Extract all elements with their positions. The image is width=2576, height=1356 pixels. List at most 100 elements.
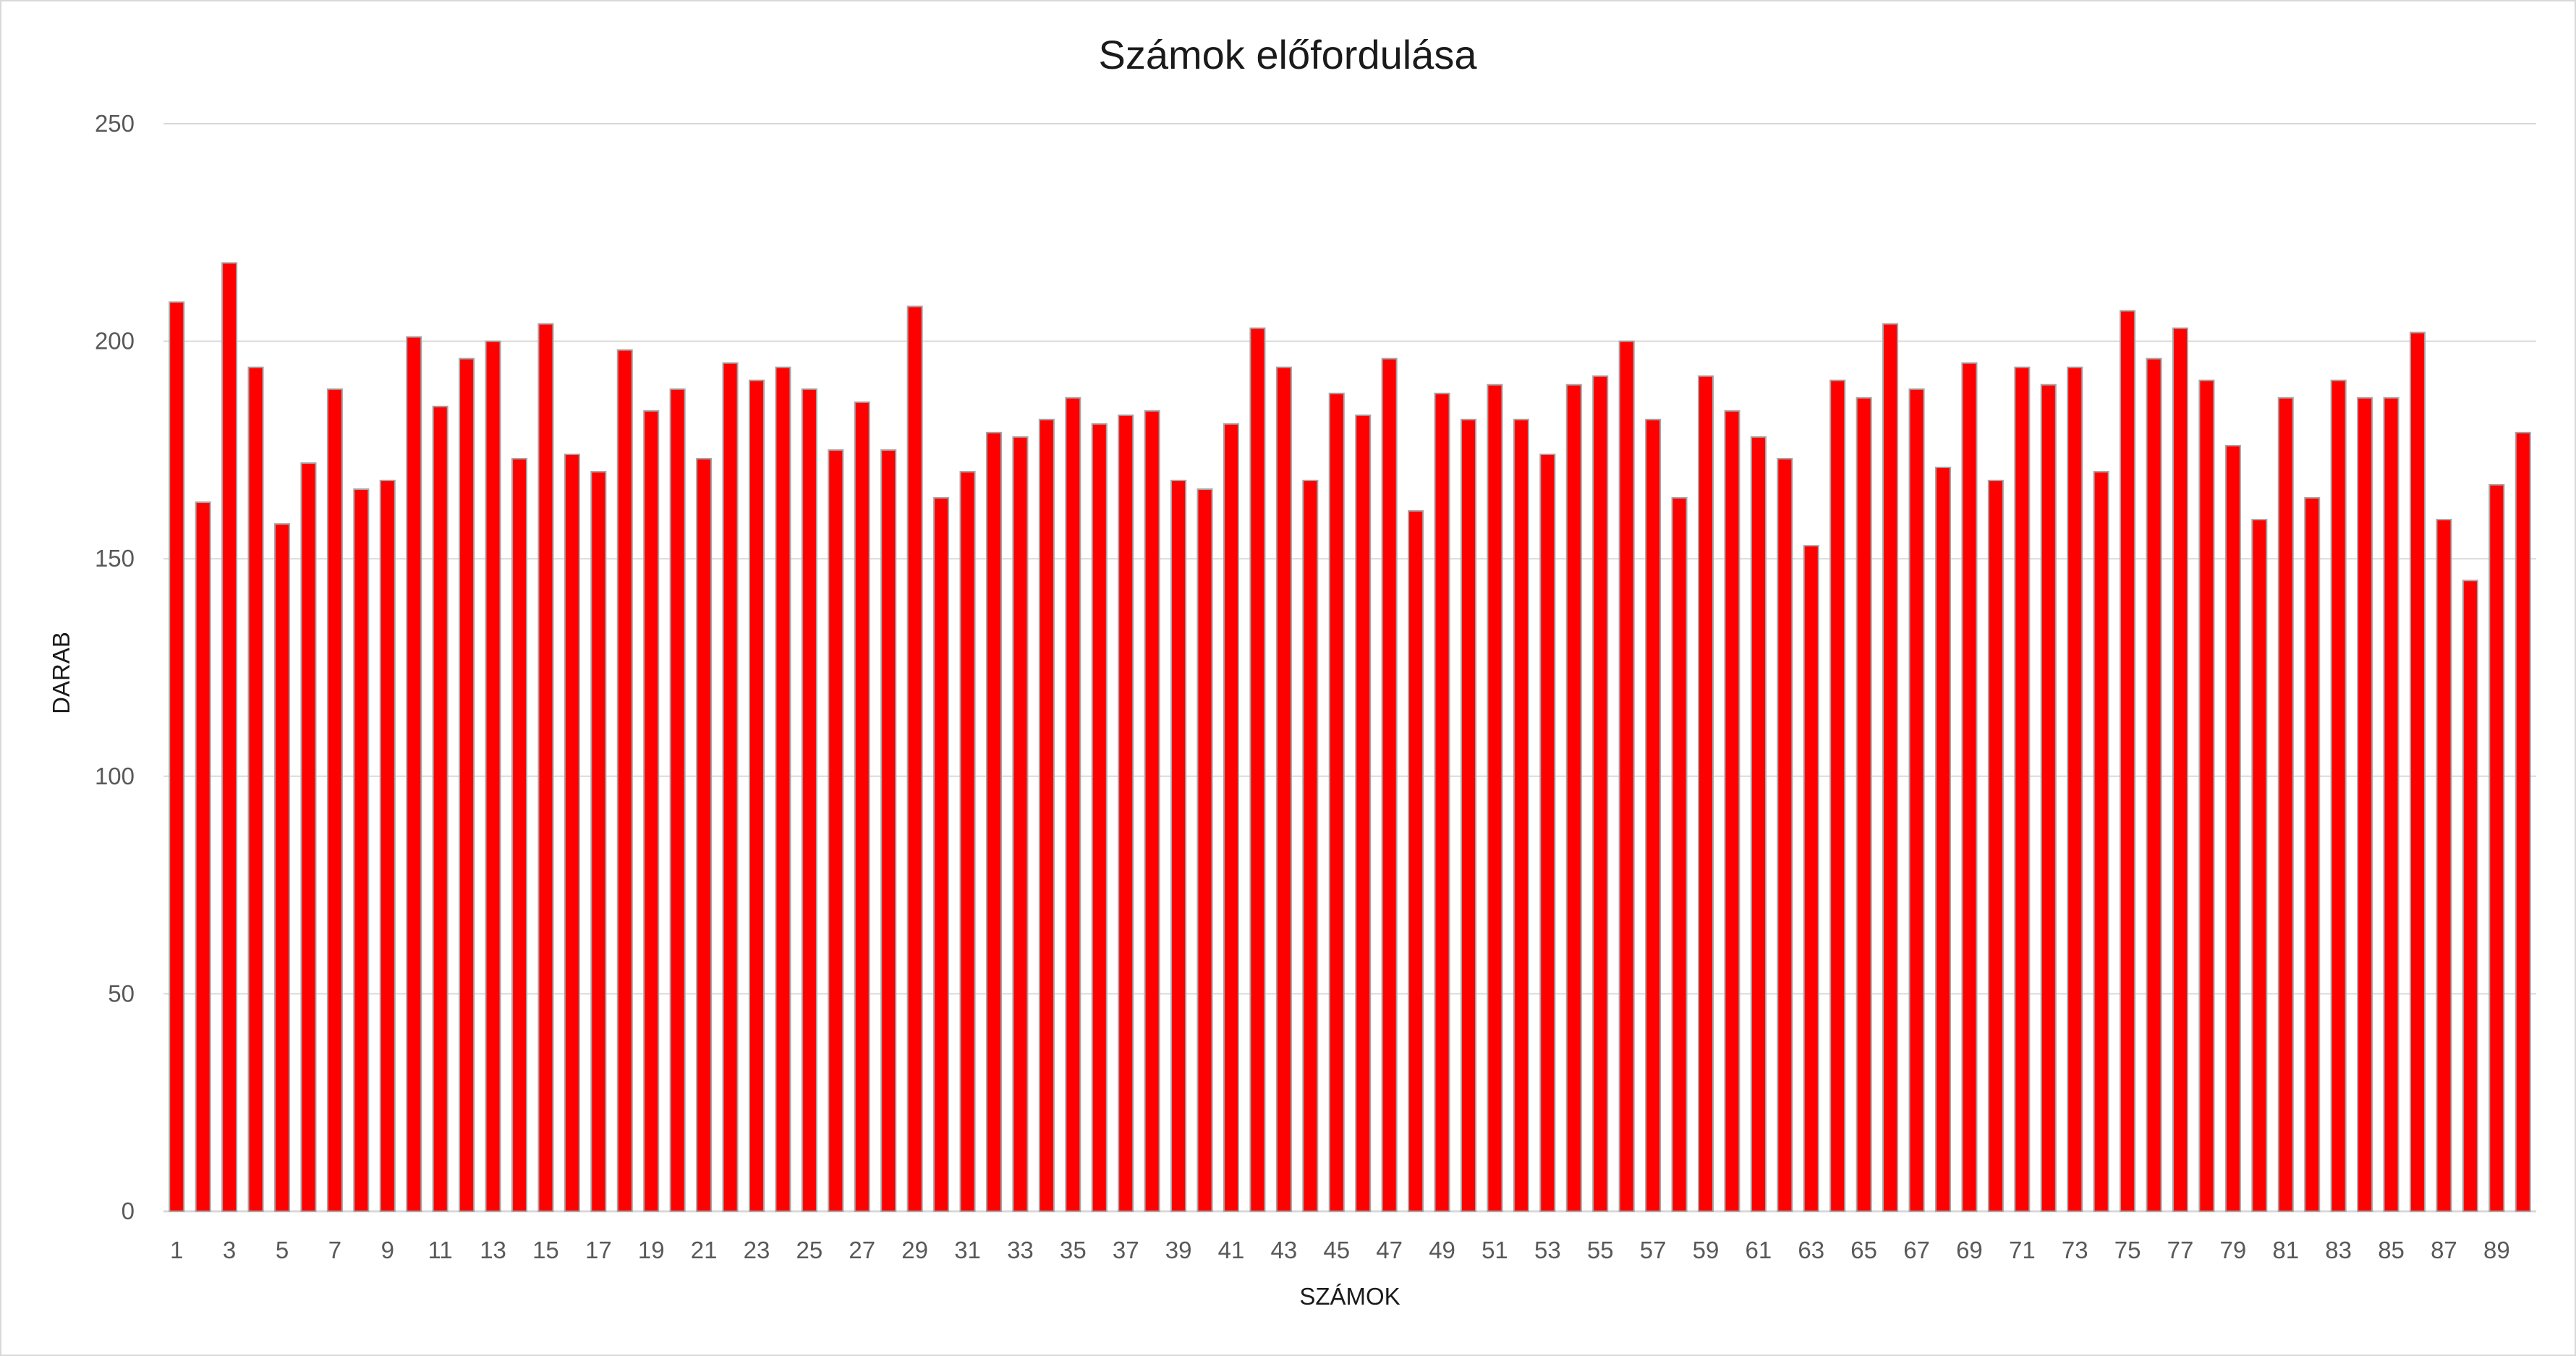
x-tick-label: 41 bbox=[1218, 1237, 1245, 1263]
bar-3 bbox=[221, 262, 238, 1212]
bar-16 bbox=[564, 453, 580, 1212]
bar-47 bbox=[1381, 357, 1398, 1213]
x-tick-label: 59 bbox=[1693, 1237, 1720, 1263]
bar-2 bbox=[195, 501, 211, 1212]
x-tick-label: 23 bbox=[744, 1237, 770, 1263]
x-tick-label: 27 bbox=[849, 1237, 875, 1263]
bar-20 bbox=[669, 388, 686, 1212]
y-tick-label: 150 bbox=[95, 545, 135, 572]
bar-23 bbox=[748, 379, 765, 1212]
bar-40 bbox=[1196, 488, 1213, 1212]
x-tick-label: 5 bbox=[276, 1237, 289, 1263]
x-tick-label: 71 bbox=[2009, 1237, 2036, 1263]
bar-51 bbox=[1487, 384, 1503, 1212]
x-tick-label: 25 bbox=[796, 1237, 823, 1263]
bar-13 bbox=[485, 340, 501, 1213]
x-tick-label: 87 bbox=[2431, 1237, 2457, 1263]
bar-33 bbox=[1012, 436, 1029, 1212]
bar-67 bbox=[1908, 388, 1925, 1212]
bar-27 bbox=[854, 401, 870, 1213]
x-tick-label: 57 bbox=[1640, 1237, 1667, 1263]
x-tick-label: 77 bbox=[2167, 1237, 2194, 1263]
x-tick-label: 81 bbox=[2272, 1237, 2299, 1263]
bar-74 bbox=[2093, 470, 2109, 1212]
bar-75 bbox=[2120, 310, 2136, 1212]
x-tick-label: 47 bbox=[1376, 1237, 1403, 1263]
bar-12 bbox=[459, 357, 475, 1213]
bar-54 bbox=[1565, 384, 1582, 1212]
bar-64 bbox=[1829, 379, 1846, 1212]
bar-63 bbox=[1803, 545, 1819, 1212]
bar-30 bbox=[933, 497, 950, 1212]
x-tick-label: 65 bbox=[1850, 1237, 1877, 1263]
x-tick-label: 15 bbox=[532, 1237, 559, 1263]
x-tick-label: 53 bbox=[1534, 1237, 1561, 1263]
bar-45 bbox=[1328, 392, 1345, 1212]
bar-62 bbox=[1777, 457, 1793, 1213]
bar-9 bbox=[379, 479, 396, 1212]
bar-58 bbox=[1671, 497, 1688, 1212]
x-tick-label: 21 bbox=[691, 1237, 718, 1263]
x-tick-label: 1 bbox=[170, 1237, 183, 1263]
x-tick-label: 61 bbox=[1746, 1237, 1772, 1263]
x-tick-label: 39 bbox=[1165, 1237, 1192, 1263]
x-tick-label: 13 bbox=[480, 1237, 506, 1263]
bar-70 bbox=[1987, 479, 2004, 1212]
x-tick-label: 7 bbox=[328, 1237, 341, 1263]
bar-19 bbox=[643, 410, 660, 1212]
bar-46 bbox=[1355, 414, 1372, 1213]
bar-53 bbox=[1539, 453, 1556, 1212]
bar-59 bbox=[1697, 375, 1714, 1212]
bar-17 bbox=[590, 470, 607, 1212]
x-tick-label: 69 bbox=[1956, 1237, 1983, 1263]
x-tick-label: 85 bbox=[2378, 1237, 2405, 1263]
y-tick-label: 250 bbox=[95, 110, 135, 137]
bar-66 bbox=[1882, 323, 1899, 1212]
bar-18 bbox=[616, 349, 633, 1212]
bar-1 bbox=[169, 301, 185, 1213]
bar-87 bbox=[2436, 519, 2452, 1212]
bar-71 bbox=[2014, 366, 2031, 1212]
y-axis-title: DARAB bbox=[48, 632, 75, 714]
bar-83 bbox=[2330, 379, 2347, 1212]
bar-78 bbox=[2198, 379, 2215, 1212]
bar-36 bbox=[1091, 423, 1108, 1212]
bar-49 bbox=[1434, 392, 1450, 1212]
bar-38 bbox=[1144, 410, 1160, 1212]
x-tick-label: 63 bbox=[1798, 1237, 1824, 1263]
x-tick-label: 19 bbox=[638, 1237, 665, 1263]
bar-34 bbox=[1038, 418, 1055, 1212]
y-tick-label: 200 bbox=[95, 328, 135, 355]
bar-7 bbox=[326, 388, 343, 1212]
x-tick-label: 49 bbox=[1429, 1237, 1455, 1263]
x-tick-label: 73 bbox=[2062, 1237, 2088, 1263]
x-tick-label: 37 bbox=[1113, 1237, 1139, 1263]
bar-69 bbox=[1961, 362, 1978, 1212]
y-tick-labels: 0 50 100 150 200 250 bbox=[95, 110, 135, 1224]
bar-77 bbox=[2172, 327, 2189, 1213]
bar-11 bbox=[432, 405, 449, 1212]
bar-85 bbox=[2383, 397, 2399, 1212]
x-axis-title: SZÁMOK bbox=[1299, 1283, 1400, 1310]
x-tick-label: 11 bbox=[428, 1237, 453, 1263]
x-tick-label: 3 bbox=[223, 1237, 236, 1263]
x-tick-label: 29 bbox=[901, 1237, 928, 1263]
x-tick-label: 75 bbox=[2114, 1237, 2141, 1263]
bar-4 bbox=[247, 366, 264, 1212]
bar-31 bbox=[959, 470, 976, 1212]
bar-35 bbox=[1065, 397, 1081, 1212]
x-tick-labels: 1 3 5 7 9 11 13 15 17 19 21 23 25 27 29 31 33 35 37 39 41 43 4… bbox=[170, 1237, 2510, 1263]
x-tick-label: 31 bbox=[954, 1237, 981, 1263]
chart-title: Számok előfordulása bbox=[1099, 32, 1478, 77]
bar-65 bbox=[1856, 397, 1872, 1212]
y-tick-label: 100 bbox=[95, 763, 135, 789]
x-tick-label: 79 bbox=[2220, 1237, 2247, 1263]
bar-44 bbox=[1302, 479, 1319, 1212]
bar-88 bbox=[2462, 580, 2478, 1212]
bar-76 bbox=[2146, 357, 2162, 1213]
bar-5 bbox=[273, 523, 291, 1212]
x-tick-label: 51 bbox=[1482, 1237, 1508, 1263]
bar-73 bbox=[2067, 366, 2083, 1212]
x-tick-label: 83 bbox=[2325, 1237, 2352, 1263]
